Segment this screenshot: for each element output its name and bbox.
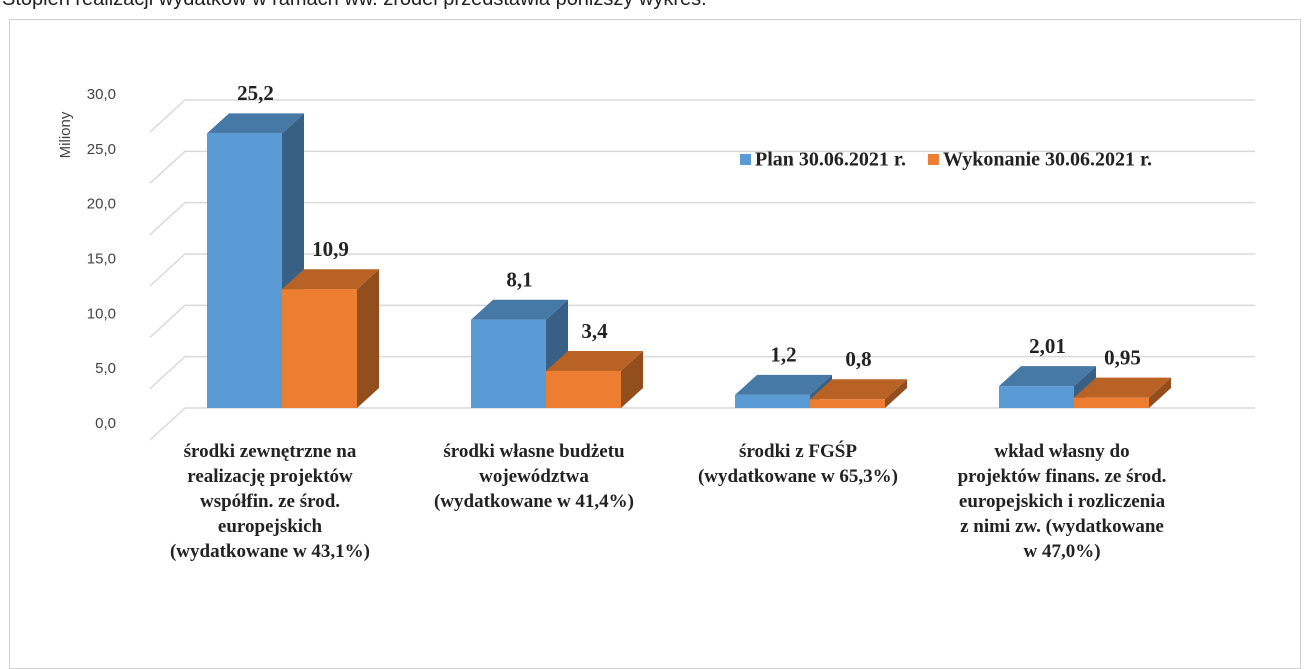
value-label: 1,2	[770, 343, 796, 367]
value-label: 10,9	[312, 237, 349, 261]
value-label: 0,95	[1104, 345, 1141, 369]
bar-top	[1074, 377, 1171, 398]
bar-side	[357, 269, 379, 408]
y-tick-label: 30,0	[87, 86, 116, 103]
bar	[999, 386, 1074, 408]
legend-label: Wykonanie 30.06.2021 r.	[943, 149, 1152, 171]
bar	[207, 133, 282, 408]
category-label: środki zewnętrzne na realizację projektó…	[169, 441, 371, 562]
legend-swatch	[927, 154, 939, 165]
category-label: wkład własny do projektów finans. ze śro…	[957, 441, 1167, 562]
y-tick-label: 10,0	[87, 305, 116, 322]
bar	[1074, 397, 1149, 408]
bar	[810, 399, 885, 408]
bar-top	[471, 299, 568, 320]
y-tick-label: 5,0	[95, 360, 116, 377]
legend-label: Plan 30.06.2021 r.	[755, 149, 906, 171]
bar-side	[885, 379, 907, 408]
bar	[735, 394, 810, 408]
bar-side	[621, 350, 643, 408]
legend-swatch	[740, 154, 751, 165]
value-label: 3,4	[581, 319, 608, 343]
bar	[546, 370, 621, 408]
value-label: 0,8	[845, 347, 871, 371]
grid-line-side	[149, 407, 186, 441]
value-label: 25,2	[237, 81, 274, 105]
bar-top	[282, 269, 379, 290]
category-label: środki z FGŚP (wydatkowane w 65,3%)	[697, 441, 899, 487]
category-label: środki własne budżetu województwa (wydat…	[433, 441, 635, 512]
grid-line-side	[149, 304, 186, 338]
value-label: 2,01	[1029, 334, 1066, 358]
bar	[471, 319, 546, 408]
bar-top	[810, 379, 907, 400]
value-label: 8,1	[506, 268, 532, 292]
intro-text: Stopień realizacji wydatków w ramach ww.…	[2, 0, 707, 11]
grid-line-side	[149, 356, 186, 390]
bar	[282, 289, 357, 408]
bar-top	[546, 350, 643, 371]
bar-top	[999, 366, 1096, 387]
y-axis-label: Miliony	[57, 111, 74, 158]
bar-top	[207, 113, 304, 134]
grid-line-side	[149, 253, 186, 287]
y-tick-label: 25,0	[87, 141, 116, 158]
y-tick-label: 20,0	[87, 196, 116, 213]
y-tick-label: 15,0	[87, 250, 116, 267]
grid-line-side	[149, 150, 186, 184]
y-tick-label: 0,0	[95, 415, 116, 432]
grid-line-side	[149, 202, 186, 236]
grid-line-side	[149, 99, 186, 133]
bar-top	[735, 374, 832, 395]
bar-side	[1149, 377, 1171, 408]
